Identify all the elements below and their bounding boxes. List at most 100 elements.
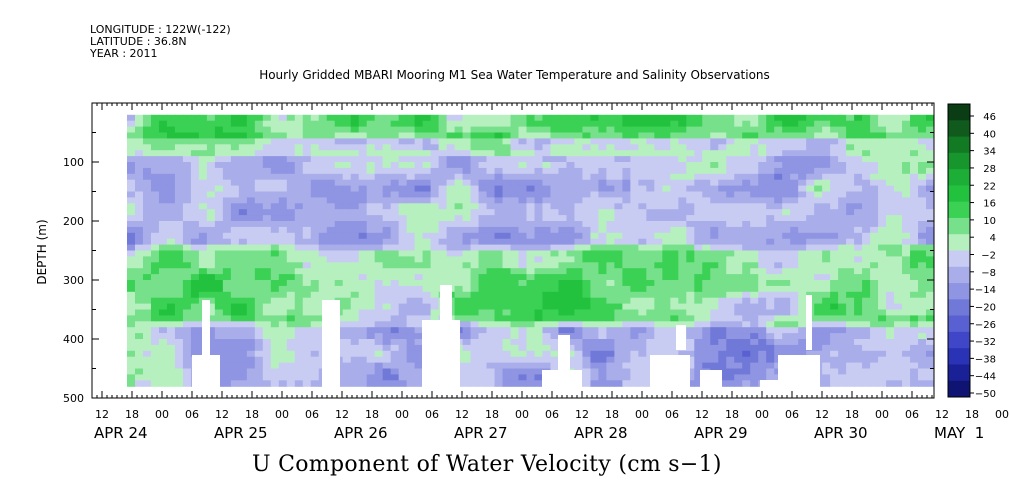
heat-cell (294, 368, 304, 375)
heat-cell (174, 256, 184, 263)
heat-cell (638, 362, 647, 370)
heat-cell (286, 215, 296, 222)
heat-cell (670, 232, 679, 240)
heat-cell (430, 209, 440, 216)
heat-cell (870, 126, 879, 134)
heat-cell (918, 315, 927, 322)
heat-cell (734, 268, 743, 275)
heat-cell (342, 333, 352, 340)
heat-cell (542, 144, 552, 151)
heat-cell (862, 232, 871, 240)
heat-cell (926, 197, 934, 204)
heat-cell (606, 221, 615, 228)
heat-cell (158, 309, 168, 316)
heat-cell (182, 221, 192, 228)
heat-cell (438, 226, 448, 234)
heat-cell (494, 144, 504, 151)
heat-cell (462, 303, 472, 311)
heat-cell (662, 203, 671, 210)
heat-cell (822, 309, 831, 316)
heat-cell (510, 238, 520, 246)
heat-cell (366, 344, 376, 352)
heat-cell (462, 144, 472, 151)
heat-cell (494, 221, 504, 228)
heat-cell (510, 221, 520, 228)
heat-cell (806, 221, 815, 228)
heat-cell (310, 374, 320, 381)
heat-cell (662, 256, 671, 263)
heat-cell (374, 150, 384, 157)
heat-cell (758, 321, 767, 328)
heat-cell (630, 197, 639, 204)
heat-cell (830, 215, 839, 222)
heat-cell (534, 244, 544, 252)
heat-cell (510, 368, 520, 375)
heat-cell (646, 132, 655, 139)
heat-cell (262, 274, 272, 281)
heat-cell (830, 238, 839, 246)
heat-cell (550, 333, 560, 340)
heat-cell (534, 327, 544, 334)
heat-cell (606, 262, 615, 269)
heat-cell (422, 179, 432, 187)
heat-cell (926, 268, 934, 275)
heat-cell (774, 344, 783, 352)
heat-cell (182, 162, 192, 169)
heat-cell (478, 215, 488, 222)
heat-cell (342, 327, 352, 334)
heat-cell (374, 173, 384, 181)
heat-cell (230, 291, 240, 299)
heat-cell (214, 156, 224, 163)
heat-cell (774, 309, 783, 316)
heat-cell (886, 238, 895, 246)
heat-cell (406, 185, 416, 193)
heat-cell (270, 185, 280, 193)
heat-cell (518, 362, 528, 370)
heat-cell (750, 179, 759, 187)
heat-cell (598, 185, 608, 193)
heat-cell (150, 309, 160, 316)
heat-cell (382, 350, 392, 358)
heat-cell (902, 303, 911, 311)
heat-cell (870, 374, 879, 381)
heat-cell (454, 173, 464, 181)
heat-cell (198, 256, 208, 263)
heat-cell (822, 120, 831, 128)
heat-cell (302, 209, 312, 216)
heat-cell (558, 167, 568, 175)
heat-cell (374, 126, 384, 134)
heat-cell (790, 150, 799, 157)
heat-cell (798, 185, 807, 193)
heat-cell (694, 191, 703, 198)
heat-cell (926, 339, 934, 346)
heat-cell (846, 185, 855, 193)
heat-cell (478, 191, 488, 198)
heat-cell (302, 173, 312, 181)
heat-cell (390, 344, 400, 352)
heat-cell (902, 368, 911, 375)
heat-cell (462, 362, 472, 370)
heat-cell (614, 150, 623, 157)
heat-cell (486, 344, 496, 352)
heat-cell (854, 344, 863, 352)
heat-cell (766, 215, 775, 222)
heat-cell (662, 150, 671, 157)
heat-cell (878, 256, 887, 263)
heat-cell (494, 179, 504, 187)
heat-cell (614, 327, 623, 334)
heat-cell (590, 156, 600, 163)
heat-cell (158, 150, 168, 157)
heat-cell (894, 144, 903, 151)
heat-cell (502, 256, 512, 263)
heat-cell (518, 162, 528, 169)
heat-cell (702, 244, 711, 252)
heat-cell (406, 297, 416, 305)
heat-cell (638, 238, 647, 246)
heat-cell (918, 132, 927, 139)
heat-cell (742, 167, 751, 175)
heat-cell (902, 173, 911, 181)
heat-cell (430, 138, 440, 145)
heat-cell (566, 173, 576, 181)
heat-cell (470, 268, 480, 275)
heat-cell (886, 297, 895, 305)
